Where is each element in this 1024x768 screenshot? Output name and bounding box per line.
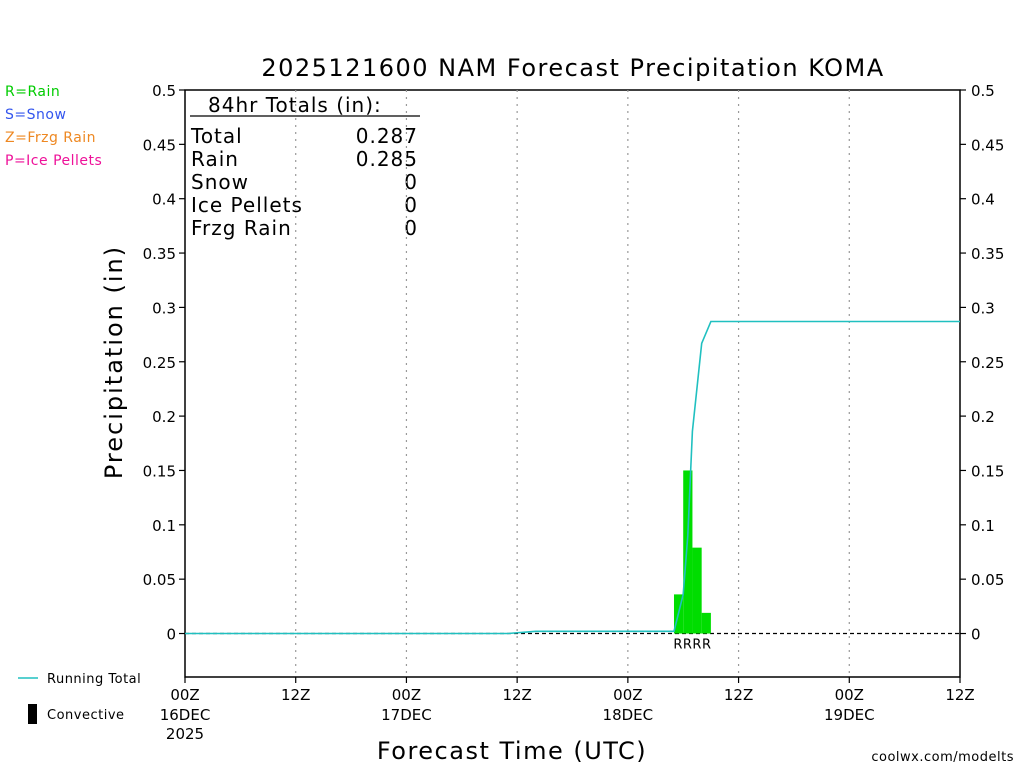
- y-tick-label: 0.1: [152, 517, 176, 535]
- x-tick-label: 12Z: [724, 686, 753, 704]
- x-tick-date: 19DEC: [824, 706, 875, 724]
- y-tick-label: 0.15: [971, 462, 1004, 480]
- totals-row-label: Ice Pellets: [191, 193, 303, 217]
- y-tick-label: 0.5: [152, 82, 176, 100]
- chart-title: 2025121600 NAM Forecast Precipitation KO…: [261, 54, 884, 82]
- totals-header: 84hr Totals (in):: [208, 93, 382, 117]
- y-tick-label: 0.5: [971, 82, 995, 100]
- y-tick-label: 0.45: [971, 136, 1004, 154]
- x-tick-date: 18DEC: [603, 706, 654, 724]
- y-tick-label: 0.3: [971, 299, 995, 317]
- x-tick-date: 16DEC: [160, 706, 211, 724]
- series-lines: [185, 320, 960, 635]
- totals-box: 84hr Totals (in): Total 0.287 Rain 0.285 Snow…: [190, 93, 420, 240]
- x-tick-label: 12Z: [502, 686, 531, 704]
- totals-row-label: Snow: [191, 170, 249, 194]
- x-tick-label: 00Z: [835, 686, 864, 704]
- totals-row-value: 0.287: [356, 124, 418, 148]
- precip-bar: [701, 612, 711, 634]
- y-axis-right: 0 0.05 0.1 0.15 0.2 0.25 0.3 0.35 0.4 0.45 0.5: [960, 82, 1004, 644]
- y-tick-label: 0.15: [143, 462, 176, 480]
- plot-frame: [184, 89, 961, 678]
- type-legend-item: Z=Frzg Rain: [5, 130, 96, 146]
- precip-type-label: RRRR: [673, 638, 711, 653]
- y-tick-label: 0.25: [143, 354, 176, 372]
- x-tick-label: 00Z: [613, 686, 642, 704]
- totals-row-value: 0: [404, 216, 418, 240]
- running-total-line: [185, 320, 960, 635]
- line-legend-label: Running Total: [47, 672, 141, 687]
- y-tick-label: 0: [971, 626, 981, 644]
- totals-row-value: 0: [404, 170, 418, 194]
- gridlines: [295, 90, 850, 677]
- type-legend-item: P=Ice Pellets: [5, 153, 102, 169]
- x-tick-year: 2025: [166, 725, 204, 743]
- y-tick-label: 0.4: [971, 191, 995, 209]
- y-tick-label: 0.2: [152, 408, 176, 426]
- precip-bar: [683, 470, 693, 634]
- y-tick-label: 0.25: [971, 354, 1004, 372]
- y-tick-label: 0.45: [143, 136, 176, 154]
- y-tick-label: 0.4: [152, 191, 176, 209]
- y-tick-label: 0.3: [152, 299, 176, 317]
- totals-row-value: 0.285: [356, 147, 418, 171]
- line-legend-label: Convective: [47, 708, 125, 723]
- totals-row-value: 0: [404, 193, 418, 217]
- precip-type-legend: R=Rain S=Snow Z=Frzg Rain P=Ice Pellets: [5, 84, 102, 169]
- type-legend-item: R=Rain: [5, 84, 60, 100]
- totals-row-label: Total: [190, 124, 243, 148]
- x-tick-label: 00Z: [392, 686, 421, 704]
- line-legend: Running Total Convective: [18, 672, 141, 724]
- y-tick-label: 0.1: [971, 517, 995, 535]
- totals-row-label: Frzg Rain: [191, 216, 292, 240]
- y-tick-label: 0.05: [971, 571, 1004, 589]
- precip-bar: [692, 547, 702, 634]
- y-axis-label: Precipitation (in): [100, 245, 128, 479]
- x-tick-date: 17DEC: [381, 706, 432, 724]
- y-tick-label: 0.35: [971, 245, 1004, 263]
- y-tick-label: 0.05: [143, 571, 176, 589]
- x-tick-label: 12Z: [945, 686, 974, 704]
- x-tick-label: 00Z: [170, 686, 199, 704]
- y-tick-label: 0: [166, 626, 176, 644]
- type-legend-item: S=Snow: [5, 107, 66, 123]
- y-tick-label: 0.35: [143, 245, 176, 263]
- x-tick-label: 12Z: [281, 686, 310, 704]
- x-axis-label: Forecast Time (UTC): [377, 737, 647, 765]
- credit-text: coolwx.com/modelts: [871, 750, 1014, 765]
- convective-legend-swatch: [28, 704, 37, 724]
- totals-row-label: Rain: [191, 147, 239, 171]
- y-axis-left: 0 0.05 0.1 0.15 0.2 0.25 0.3 0.35 0.4 0.45 0.5: [143, 82, 185, 644]
- y-tick-label: 0.2: [971, 408, 995, 426]
